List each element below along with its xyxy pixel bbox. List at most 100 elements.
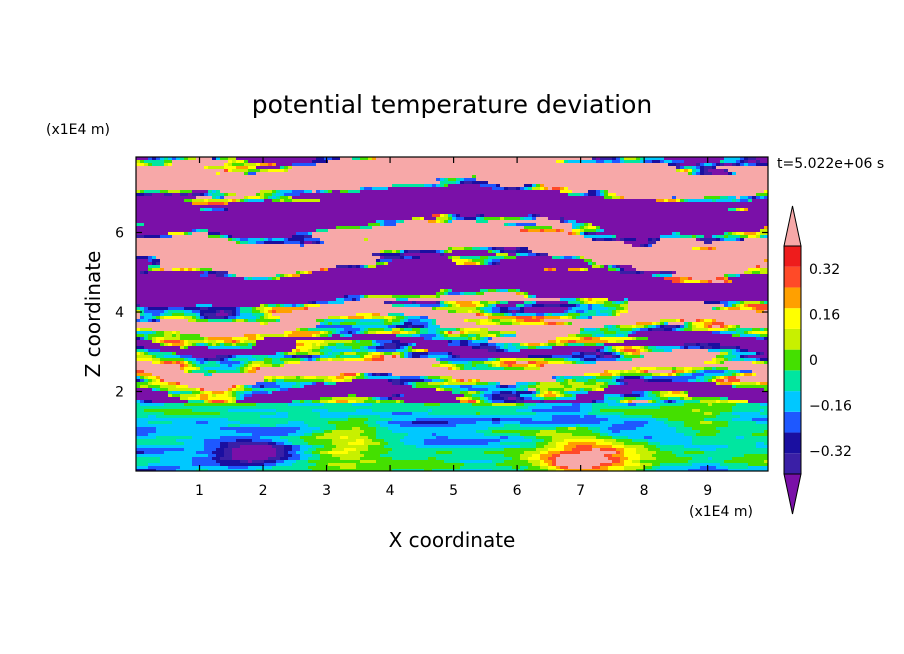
contour-cell [156, 163, 161, 167]
contour-cell [468, 178, 473, 182]
contour-cell [644, 187, 649, 191]
contour-cell [200, 190, 205, 194]
contour-cell [216, 217, 221, 221]
contour-cell [168, 196, 173, 200]
contour-cell [700, 214, 705, 218]
contour-cell [256, 193, 261, 197]
contour-cell [604, 193, 609, 197]
contour-cell [488, 214, 493, 218]
contour-cell [564, 181, 569, 185]
contour-cell [348, 208, 353, 212]
contour-cell [700, 196, 705, 200]
contour-cell [740, 238, 745, 242]
contour-cell [284, 187, 289, 191]
contour-cell [256, 235, 261, 239]
contour-cell [196, 229, 201, 233]
contour-cell [588, 214, 593, 218]
contour-cell [664, 193, 669, 197]
contour-cell [172, 166, 177, 170]
contour-cell [428, 181, 433, 185]
contour-cell [360, 220, 365, 224]
contour-cell [452, 193, 457, 197]
contour-cell [640, 229, 645, 233]
contour-cell [596, 217, 601, 221]
contour-cell [732, 172, 737, 176]
contour-cell [552, 163, 557, 167]
contour-cell [316, 226, 321, 230]
contour-cell [676, 166, 681, 170]
contour-cell [692, 172, 697, 176]
contour-cell [284, 178, 289, 182]
contour-cell [400, 229, 405, 233]
contour-cell [516, 238, 521, 242]
contour-cell [624, 244, 629, 248]
contour-cell [756, 199, 761, 203]
contour-cell [708, 247, 713, 251]
contour-cell [560, 229, 565, 233]
contour-cell [296, 199, 301, 203]
contour-cell [180, 220, 185, 224]
contour-cell [324, 226, 329, 230]
contour-cell [660, 232, 665, 236]
contour-cell [516, 166, 521, 170]
contour-cell [736, 160, 741, 164]
contour-cell [592, 238, 597, 242]
contour-cell [632, 220, 637, 224]
contour-cell [432, 235, 437, 239]
contour-cell [580, 187, 585, 191]
contour-cell [340, 232, 345, 236]
contour-cell [476, 205, 481, 209]
contour-cell [728, 238, 733, 242]
contour-cell [292, 214, 297, 218]
contour-cell [704, 220, 709, 224]
contour-cell [548, 160, 553, 164]
contour-cell [732, 160, 737, 164]
contour-cell [616, 214, 621, 218]
contour-cell [612, 241, 617, 245]
contour-cell [204, 184, 209, 188]
contour-cell [664, 166, 669, 170]
contour-cell [668, 235, 673, 239]
contour-cell [156, 196, 161, 200]
contour-cell [380, 172, 385, 176]
contour-cell [476, 196, 481, 200]
contour-cell [548, 235, 553, 239]
contour-cell [688, 202, 693, 206]
contour-cell [688, 166, 693, 170]
contour-cell [608, 220, 613, 224]
contour-cell [408, 226, 413, 230]
contour-cell [544, 226, 549, 230]
contour-cell [408, 214, 413, 218]
contour-cell [168, 250, 173, 254]
contour-cell [368, 229, 373, 233]
contour-cell [300, 193, 305, 197]
contour-cell [400, 202, 405, 206]
contour-cell [688, 241, 693, 245]
contour-cell [244, 220, 249, 224]
contour-cell [380, 241, 385, 245]
contour-cell [424, 244, 429, 248]
contour-cell [448, 169, 453, 173]
contour-cell [732, 247, 737, 251]
contour-cell [472, 244, 477, 248]
contour-cell [648, 160, 653, 164]
contour-cell [364, 220, 369, 224]
contour-cell [376, 211, 381, 215]
contour-cell [648, 241, 653, 245]
contour-cell [452, 220, 457, 224]
contour-cell [332, 208, 337, 212]
contour-cell [512, 226, 517, 230]
contour-cell [264, 205, 269, 209]
contour-cell [732, 175, 737, 179]
contour-cell [264, 157, 269, 161]
contour-cell [576, 244, 581, 248]
contour-cell [672, 157, 677, 161]
contour-cell [268, 193, 273, 197]
contour-cell [208, 250, 213, 254]
contour-cell [760, 160, 765, 164]
contour-cell [624, 217, 629, 221]
contour-cell [304, 244, 309, 248]
contour-cell [184, 235, 189, 239]
contour-cell [204, 169, 209, 173]
contour-cell [288, 244, 293, 248]
